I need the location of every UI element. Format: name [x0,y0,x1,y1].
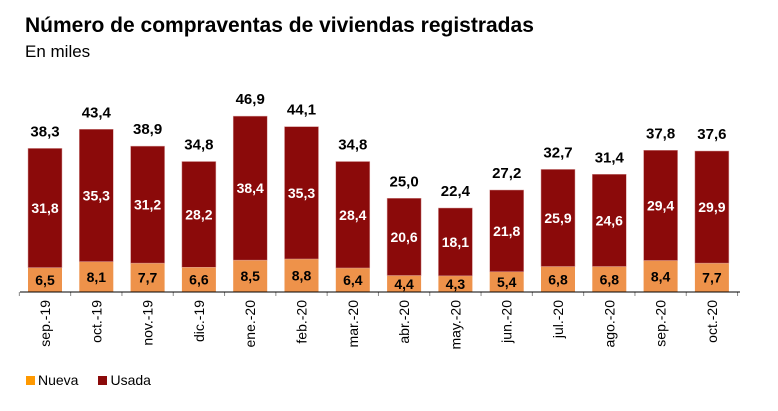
bar-usada [694,150,730,264]
legend-label-nueva: Nueva [38,372,79,388]
bar-usada [438,207,473,277]
x-tick-label: jun.-20 [499,300,515,344]
label-total: 32,7 [543,144,572,161]
legend-swatch-usada [98,375,108,385]
labels-group: 6,5 31,8 38,3 8,1 35,3 43,4 7,7 31,2 38,9 6,6 28,2… [30,91,726,292]
legend-swatch-nueva [26,375,35,385]
label-total: 46,9 [236,91,265,108]
legend-label-usada: Usada [110,372,151,388]
label-usada: 20,6 [390,229,417,245]
bar-usada [79,129,114,262]
bar-nueva [233,260,268,292]
bar-usada [540,169,576,267]
label-nueva: 7,7 [138,270,158,286]
label-total: 43,4 [82,104,112,121]
label-usada: 29,9 [698,199,725,215]
bar-nueva [284,259,319,292]
label-nueva: 6,5 [35,272,55,288]
bar-usada [181,161,217,268]
label-usada: 18,1 [442,234,469,250]
label-total: 37,8 [646,125,675,142]
label-nueva: 7,7 [702,270,722,286]
bar-nueva [489,271,524,292]
x-tick-label: feb.-20 [294,300,310,344]
label-usada: 29,4 [647,197,674,213]
x-tick-label: mar.-20 [345,300,361,348]
label-nueva: 8,4 [651,268,671,284]
label-usada: 31,8 [31,200,58,216]
label-total: 38,3 [30,123,59,140]
label-total: 31,4 [595,149,625,166]
bar-usada [643,150,678,261]
bar-usada [284,126,319,260]
bar-usada [335,161,371,269]
bar-nueva [28,267,62,292]
label-total: 37,6 [697,126,726,143]
label-usada: 28,2 [185,206,212,222]
bar-nueva [438,275,473,292]
bar-usada [386,198,422,276]
x-tick-label: ene.-20 [242,300,258,348]
label-nueva: 5,4 [497,274,517,290]
chart-title: Número de compraventas de viviendas regi… [25,14,534,37]
bar-usada [130,145,165,264]
label-usada: 35,3 [288,185,315,201]
x-tick-label: oct.-19 [88,300,104,343]
bar-nueva [387,275,422,292]
label-usada: 28,4 [339,207,366,223]
x-tick-label: dic.-19 [191,300,207,342]
label-usada: 35,3 [83,187,110,203]
bar-nueva [541,266,575,292]
bar-nueva [694,263,729,292]
legend: Nueva Usada [26,372,171,388]
label-nueva: 6,8 [548,271,568,287]
label-nueva: 8,8 [292,268,312,284]
label-nueva: 6,8 [600,271,620,287]
label-nueva: 4,4 [394,276,414,292]
label-usada: 31,2 [134,197,161,213]
bar-usada [232,115,268,261]
bar-nueva [181,267,216,292]
label-total: 34,8 [338,137,367,154]
label-nueva: 4,3 [446,276,466,292]
x-tick-label: abr.-20 [396,300,412,344]
label-total: 22,4 [441,183,471,200]
label-nueva: 6,4 [343,272,363,288]
x-tick-label: ago.-20 [601,300,617,348]
label-usada: 21,8 [493,223,520,239]
bar-nueva [592,266,627,292]
x-tick-label: sep.-19 [37,300,53,347]
label-total: 38,9 [133,121,162,138]
x-tick-label: nov.-19 [140,300,156,346]
label-total: 34,8 [184,137,213,154]
chart-subtitle: En miles [25,42,91,61]
bar-nueva [643,260,678,292]
label-usada: 38,4 [237,180,264,196]
bars-group [27,115,730,292]
bar-usada [592,174,627,267]
bar-nueva [130,263,165,292]
x-tick-label: jul.-20 [550,300,566,339]
bar-nueva [335,268,370,292]
bar-usada [489,189,524,272]
label-usada: 24,6 [596,212,623,228]
label-nueva: 8,1 [87,269,107,285]
x-axis: sep.-19 oct.-19 nov.-19 dic.-19 ene.-20 feb.-… [18,291,740,350]
legend-item-usada: Usada [98,372,151,388]
label-nueva: 6,6 [189,272,209,288]
x-tick-label: may.-20 [447,300,463,350]
bar-usada [27,148,63,268]
label-total: 27,2 [492,165,521,182]
label-total: 44,1 [287,102,316,119]
label-total: 25,0 [389,173,418,190]
x-tick-label: sep.-20 [653,300,669,347]
legend-item-nueva: Nueva [26,372,78,388]
label-nueva: 8,5 [240,268,260,284]
x-tick-label: oct.-20 [704,300,720,343]
label-usada: 25,9 [544,210,571,226]
bar-nueva [79,261,114,292]
